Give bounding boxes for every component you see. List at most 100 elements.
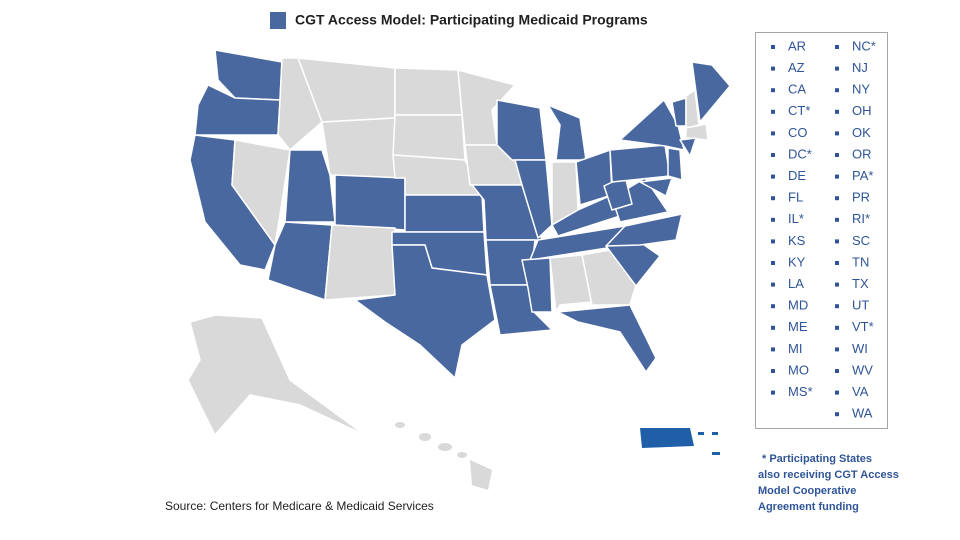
state-ks	[404, 194, 485, 233]
state-ak	[187, 314, 366, 436]
legend-item: UT	[852, 298, 869, 313]
legend-bullet	[835, 325, 839, 330]
legend-bullet	[835, 196, 839, 201]
footnote-line: also receiving CGT Access	[758, 469, 899, 481]
state-pa	[609, 144, 671, 183]
legend-item: KY	[788, 254, 806, 269]
legend-item: SC	[852, 233, 870, 248]
legend-item: AZ	[788, 60, 805, 75]
legend-bullet	[771, 239, 775, 244]
state-la	[489, 284, 553, 336]
source: Source: Centers for Medicare & Medicaid …	[165, 499, 434, 513]
legend-item: FL	[788, 190, 803, 205]
legend-bullet	[835, 153, 839, 157]
legend-bullet	[771, 369, 775, 373]
legend-bullet	[771, 109, 775, 114]
state-tx	[354, 244, 496, 379]
state-sd	[392, 114, 466, 161]
state-wi	[496, 99, 547, 161]
legend-bullet	[771, 261, 775, 265]
legend-box	[755, 32, 888, 429]
state-me	[691, 61, 731, 123]
state-ut	[284, 149, 336, 223]
legend-item: DE	[788, 168, 806, 183]
state-nv	[231, 139, 291, 246]
legend-item: ME	[788, 319, 808, 334]
legend-bullet	[835, 412, 839, 417]
legend-item: NC*	[852, 38, 876, 53]
legend-item: KS	[788, 233, 806, 248]
legend-item: DC*	[788, 146, 812, 161]
state-nc	[605, 213, 683, 247]
legend-bullet	[835, 66, 839, 71]
legend-bullet	[835, 109, 839, 114]
legend-item: OH	[852, 103, 872, 118]
state-ct	[679, 137, 697, 157]
legend-bullet	[771, 217, 775, 222]
legend-bullet	[771, 282, 775, 287]
title: CGT Access Model: Participating Medicaid…	[295, 12, 648, 28]
legend-item: PA*	[852, 168, 873, 183]
legend-bullet	[771, 66, 775, 71]
legend-item: NY	[852, 82, 870, 97]
state-co	[334, 174, 406, 231]
legend-bullet	[771, 196, 775, 201]
legend-item: OR	[852, 146, 872, 161]
legend-bullet	[835, 88, 839, 93]
legend-item: CO	[788, 125, 808, 140]
footnote: * Participating States also receiving CGT…	[758, 453, 899, 513]
state-va	[611, 177, 669, 223]
state-nj	[667, 147, 683, 181]
state-mn	[457, 69, 516, 146]
legend-bullet	[771, 304, 775, 309]
state-mi	[547, 104, 587, 161]
state-ga	[581, 249, 637, 306]
legend-item: WI	[852, 341, 868, 356]
state-md	[639, 177, 673, 197]
legend-item: WV	[852, 362, 873, 377]
legend-item: AR	[788, 38, 806, 53]
legend: AR AZ CA CT* CO DC* DE FL IL* KS KY LA MD ME MI MO MS* NC…	[771, 38, 876, 421]
state-fl	[557, 304, 657, 373]
legend-bullet	[835, 174, 839, 179]
legend-item: RI*	[852, 211, 870, 226]
legend-bullet	[771, 131, 775, 136]
legend-item: VT*	[852, 319, 874, 334]
legend-bullet	[835, 131, 839, 136]
footnote-line: Agreement funding	[758, 501, 859, 513]
legend-item: NJ	[852, 60, 868, 75]
state-ms	[521, 257, 553, 313]
legend-bullet	[771, 390, 775, 395]
state-hi	[395, 422, 492, 490]
legend-bullet	[835, 45, 839, 49]
legend-bullet	[771, 153, 775, 157]
legend-bullet	[771, 347, 775, 352]
legend-item: TN	[852, 254, 869, 269]
legend-bullet	[835, 304, 839, 309]
legend-bullet	[835, 282, 839, 287]
state-az	[267, 221, 333, 301]
legend-bullet	[835, 347, 839, 352]
legend-bullet	[771, 325, 775, 330]
footnote-line: * Participating States	[762, 453, 872, 465]
legend-item: MO	[788, 362, 809, 377]
legend-bullet	[835, 390, 839, 395]
legend-bullet	[771, 174, 775, 179]
legend-bullet	[835, 261, 839, 265]
footnote-line: Model Cooperative	[758, 485, 856, 497]
legend-item: TX	[852, 276, 869, 291]
state-al	[549, 254, 593, 313]
state-ma	[685, 123, 709, 141]
legend-item: VA	[852, 384, 869, 399]
legend-item: WA	[852, 406, 873, 421]
legend-bullet	[835, 239, 839, 244]
legend-bullet	[835, 217, 839, 222]
state-ny	[619, 99, 685, 151]
legend-bullet	[771, 88, 775, 93]
legend-item: OK	[852, 125, 871, 140]
legend-bullet	[771, 45, 775, 49]
state-wy	[321, 117, 396, 179]
us-map	[187, 49, 731, 490]
legend-item: MS*	[788, 384, 813, 399]
title-key	[270, 12, 286, 29]
